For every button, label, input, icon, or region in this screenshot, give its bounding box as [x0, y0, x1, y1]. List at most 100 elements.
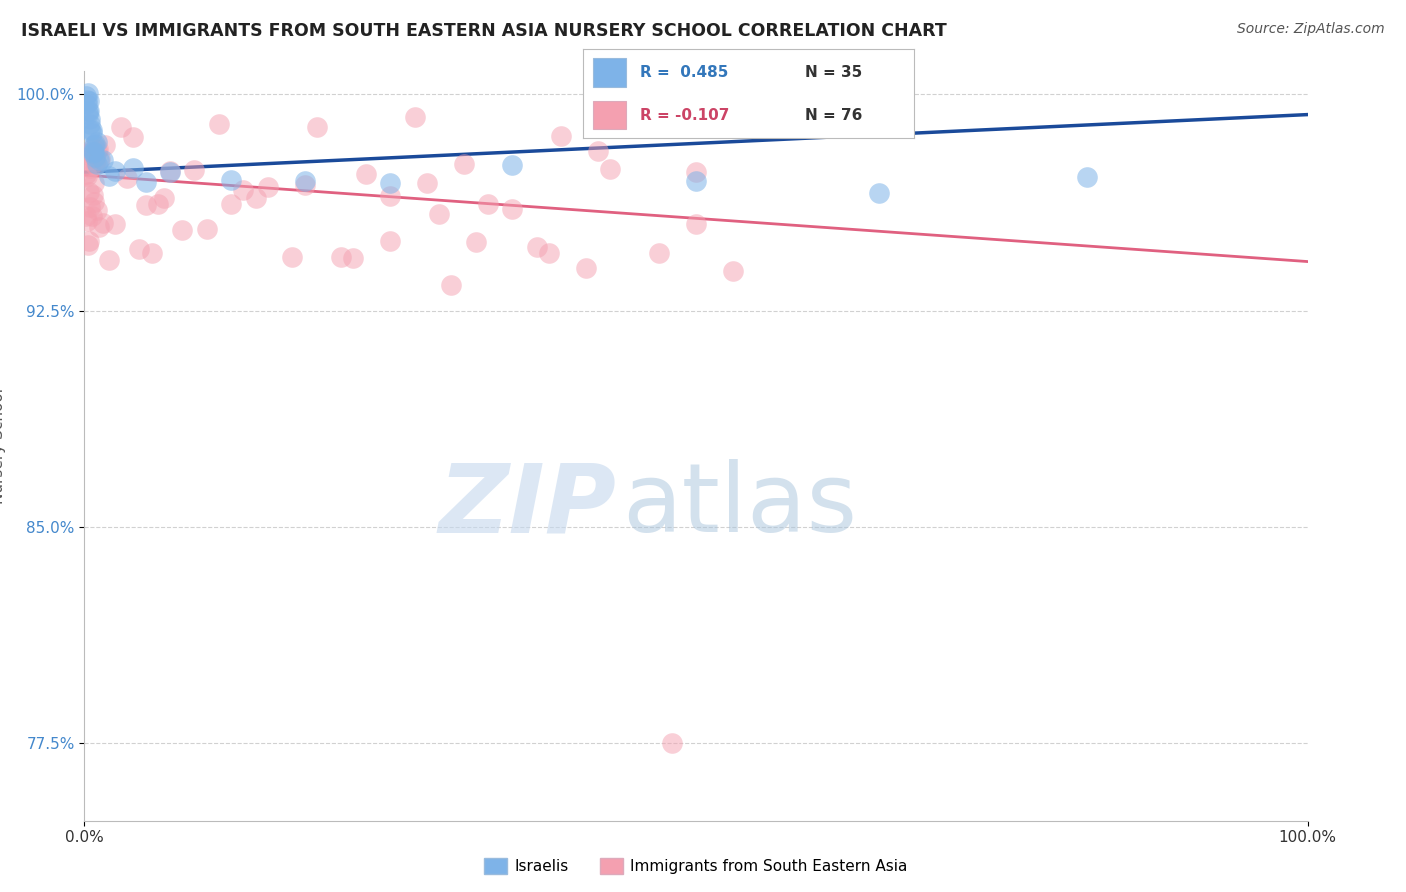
- Point: [77, 103, 100, 118]
- Point: [232, 183, 254, 197]
- Point: [87, 153, 110, 167]
- Text: R =  0.485: R = 0.485: [640, 65, 728, 79]
- Point: [153, 191, 176, 205]
- Point: [721, 264, 744, 278]
- Point: [77, 107, 100, 121]
- Text: N = 35: N = 35: [804, 65, 862, 79]
- Point: [427, 207, 450, 221]
- Point: [80, 210, 103, 224]
- Point: [110, 120, 132, 135]
- Point: [80, 126, 103, 140]
- Point: [502, 202, 524, 216]
- Point: [76, 214, 98, 228]
- Point: [77, 185, 100, 199]
- Point: [538, 246, 561, 260]
- Point: [83, 195, 105, 210]
- Point: [245, 190, 267, 204]
- Point: [104, 217, 127, 231]
- Point: [97, 169, 120, 183]
- Text: ISRAELI VS IMMIGRANTS FROM SOUTH EASTERN ASIA NURSERY SCHOOL CORRELATION CHART: ISRAELI VS IMMIGRANTS FROM SOUTH EASTERN…: [21, 22, 946, 40]
- Point: [80, 150, 103, 164]
- Point: [75, 167, 97, 181]
- Text: Source: ZipAtlas.com: Source: ZipAtlas.com: [1237, 22, 1385, 37]
- Point: [86, 145, 108, 159]
- Point: [89, 152, 111, 166]
- Point: [599, 162, 621, 177]
- Point: [281, 250, 304, 264]
- Point: [122, 129, 145, 144]
- Bar: [593, 101, 627, 129]
- Point: [77, 234, 100, 248]
- Point: [83, 145, 105, 160]
- Point: [79, 117, 101, 131]
- Point: [83, 176, 105, 190]
- Legend: Israelis, Immigrants from South Eastern Asia: Israelis, Immigrants from South Eastern …: [478, 852, 914, 880]
- Point: [86, 203, 108, 218]
- Point: [526, 239, 548, 253]
- Point: [86, 135, 108, 149]
- Point: [77, 94, 100, 108]
- Point: [84, 136, 107, 151]
- Point: [159, 165, 181, 179]
- Text: R = -0.107: R = -0.107: [640, 108, 730, 122]
- Point: [122, 161, 145, 176]
- Point: [685, 165, 707, 179]
- Point: [404, 110, 426, 124]
- Point: [97, 252, 120, 267]
- Point: [219, 197, 242, 211]
- Point: [453, 156, 475, 170]
- Point: [77, 237, 100, 252]
- Point: [77, 103, 100, 118]
- Point: [115, 170, 138, 185]
- Point: [661, 736, 683, 750]
- Point: [648, 245, 671, 260]
- Point: [79, 112, 101, 126]
- Point: [172, 223, 194, 237]
- Point: [440, 277, 463, 292]
- Point: [294, 178, 316, 192]
- Point: [86, 157, 108, 171]
- Text: ZIP: ZIP: [439, 459, 616, 552]
- Point: [87, 142, 110, 156]
- Point: [685, 217, 707, 231]
- Point: [75, 88, 97, 103]
- Point: [82, 188, 104, 202]
- Text: N = 76: N = 76: [804, 108, 862, 122]
- Point: [342, 251, 364, 265]
- Point: [77, 145, 100, 160]
- Point: [477, 197, 499, 211]
- Point: [869, 186, 891, 200]
- Point: [464, 235, 486, 250]
- Point: [416, 177, 439, 191]
- Point: [380, 188, 402, 202]
- Point: [135, 197, 157, 211]
- Point: [76, 93, 98, 107]
- Point: [94, 138, 117, 153]
- Text: atlas: atlas: [623, 459, 858, 552]
- Point: [575, 260, 598, 275]
- Bar: [593, 58, 627, 87]
- Point: [84, 150, 107, 164]
- Point: [128, 242, 150, 256]
- Point: [257, 180, 280, 194]
- Point: [82, 145, 104, 159]
- Point: [104, 164, 127, 178]
- Point: [195, 222, 218, 236]
- Point: [79, 161, 101, 175]
- Point: [84, 155, 107, 169]
- Point: [294, 173, 316, 187]
- Point: [80, 123, 103, 137]
- Point: [354, 168, 377, 182]
- Point: [82, 141, 104, 155]
- Point: [91, 216, 114, 230]
- Point: [502, 158, 524, 172]
- Point: [330, 250, 353, 264]
- Point: [305, 120, 328, 135]
- Point: [135, 175, 157, 189]
- Point: [1076, 169, 1098, 184]
- Point: [146, 197, 169, 211]
- Point: [685, 174, 707, 188]
- Point: [141, 245, 163, 260]
- Point: [159, 164, 181, 178]
- Point: [586, 144, 609, 158]
